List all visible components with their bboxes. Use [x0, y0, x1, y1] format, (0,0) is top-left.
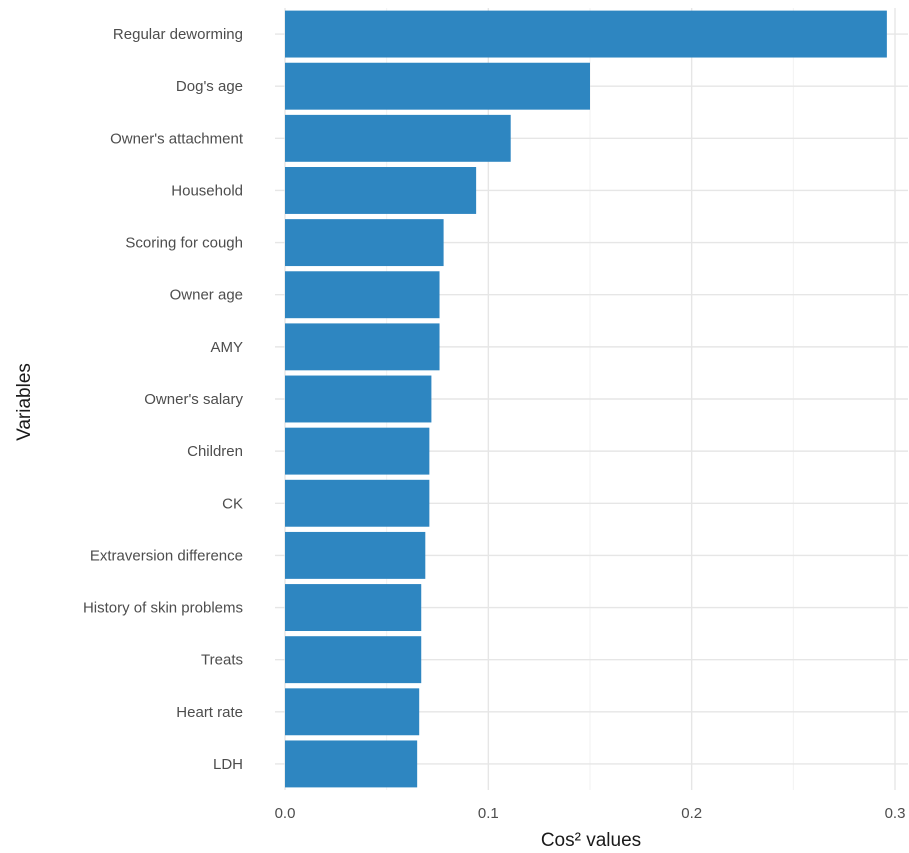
y-tick-label: Treats: [201, 652, 243, 669]
y-axis-tick-labels: Regular deworming Dog's age Owner's attach…: [83, 26, 244, 773]
bar: [285, 636, 422, 684]
y-tick-label: Children: [187, 443, 243, 460]
bar: [285, 114, 511, 162]
x-axis-title: Cos² values: [541, 830, 641, 851]
y-tick-label: Regular deworming: [113, 26, 243, 43]
y-tick-label: Owner's salary: [144, 391, 243, 408]
bar: [285, 688, 420, 736]
bar: [285, 62, 590, 110]
y-tick-label: Dog's age: [176, 78, 243, 95]
y-tick-label: Owner age: [170, 287, 243, 304]
bar: [285, 10, 887, 58]
bars: [285, 10, 887, 788]
bar: [285, 479, 430, 527]
y-tick-label: History of skin problems: [83, 600, 243, 617]
y-tick-label: LDH: [213, 756, 243, 773]
x-axis-tick-labels: 0.0 0.1 0.2 0.3: [275, 805, 906, 822]
x-tick-label: 0.1: [478, 805, 499, 822]
bar: [285, 167, 477, 214]
x-tick-label: 0.0: [275, 805, 296, 822]
x-tick-label: 0.3: [885, 805, 906, 822]
y-tick-label: Heart rate: [176, 704, 243, 721]
y-tick-label: Owner's attachment: [110, 130, 244, 147]
bar: [285, 375, 432, 423]
bar: [285, 219, 444, 267]
y-tick-label: Household: [171, 182, 243, 199]
x-tick-label: 0.2: [681, 805, 702, 822]
bar: [285, 271, 440, 319]
y-tick-label: Extraversion difference: [90, 547, 243, 564]
bar: [285, 531, 426, 579]
bar: [285, 427, 430, 475]
y-tick-label: Scoring for cough: [125, 235, 243, 252]
y-axis-title: Variables: [14, 363, 35, 441]
y-tick-label: CK: [222, 495, 243, 512]
bar: [285, 323, 440, 371]
bar: [285, 584, 422, 631]
bar: [285, 740, 418, 788]
y-tick-label: AMY: [210, 339, 243, 356]
